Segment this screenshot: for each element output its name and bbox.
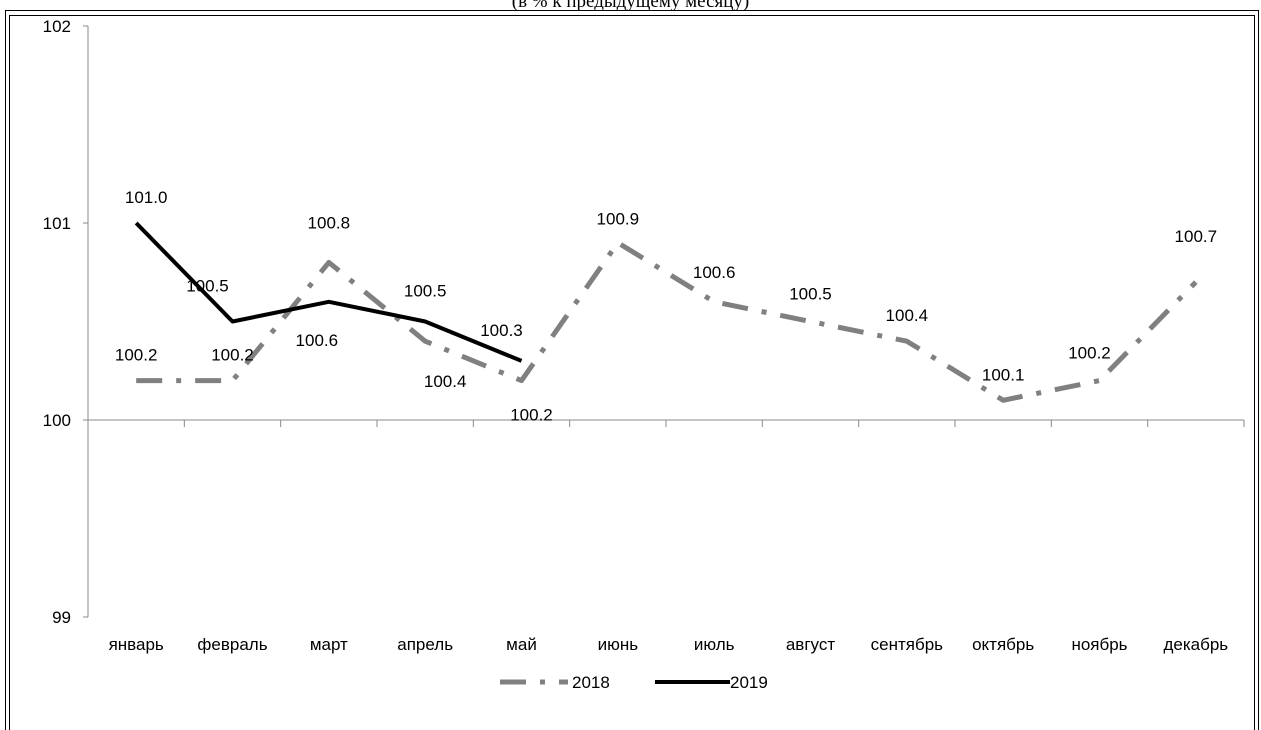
x-tick-label: ноябрь <box>1071 635 1127 654</box>
series-line-2018 <box>136 240 1198 403</box>
data-label-2018: 100.4 <box>886 306 929 325</box>
x-tick-label: декабрь <box>1163 635 1228 654</box>
data-label-2018: 100.9 <box>597 210 640 229</box>
x-tick-label: октябрь <box>972 635 1034 654</box>
data-labels: 100.2 100.2 100.8 100.4 100.2 100.9 100.6 100.5… <box>115 188 1217 425</box>
x-tick-label: февраль <box>197 635 267 654</box>
data-label-2018: 100.2 <box>211 346 254 365</box>
data-label-2018: 100.2 <box>115 346 158 365</box>
series-line-2019 <box>134 221 523 363</box>
data-label-2019: 100.6 <box>296 331 339 350</box>
y-tick-label: 101 <box>43 214 71 233</box>
y-tick-label: 99 <box>52 608 71 627</box>
data-label-2019: 100.5 <box>404 282 447 301</box>
data-label-2018: 100.5 <box>789 285 832 304</box>
x-tick-label: август <box>786 635 835 654</box>
data-label-2018: 100.2 <box>510 406 553 425</box>
y-tick-label: 102 <box>43 17 71 36</box>
chart-subtitle: (в % к предыдущему месяцу) <box>511 0 750 12</box>
x-tick-label: март <box>310 635 348 654</box>
data-label-2018: 100.6 <box>693 263 736 282</box>
data-label-2018: 100.2 <box>1068 344 1111 363</box>
data-label-2019: 101.0 <box>125 188 168 207</box>
data-label-2018: 100.8 <box>308 213 351 232</box>
data-label-2018: 100.4 <box>424 372 467 391</box>
data-label-2018: 100.7 <box>1175 227 1218 246</box>
y-tick-label: 100 <box>43 411 71 430</box>
x-tick-label: май <box>506 635 537 654</box>
data-label-2018: 100.1 <box>982 365 1025 384</box>
series-lines <box>134 221 1198 403</box>
outer-frame <box>5 10 1259 730</box>
x-tick-label: январь <box>109 635 164 654</box>
data-label-2019: 100.5 <box>186 277 229 296</box>
inner-frame <box>9 15 1255 730</box>
data-label-2019: 100.3 <box>480 321 523 340</box>
x-tick-label: апрель <box>397 635 453 654</box>
legend: 2018 2019 <box>500 673 768 692</box>
axes: 99 100 101 102 январь февраль март апрель май июн… <box>43 17 1245 654</box>
legend-label-2018: 2018 <box>572 673 610 692</box>
legend-label-2019: 2019 <box>730 673 768 692</box>
x-tick-label: июль <box>694 635 735 654</box>
x-tick-label: июнь <box>598 635 639 654</box>
x-tick-label: сентябрь <box>871 635 944 654</box>
